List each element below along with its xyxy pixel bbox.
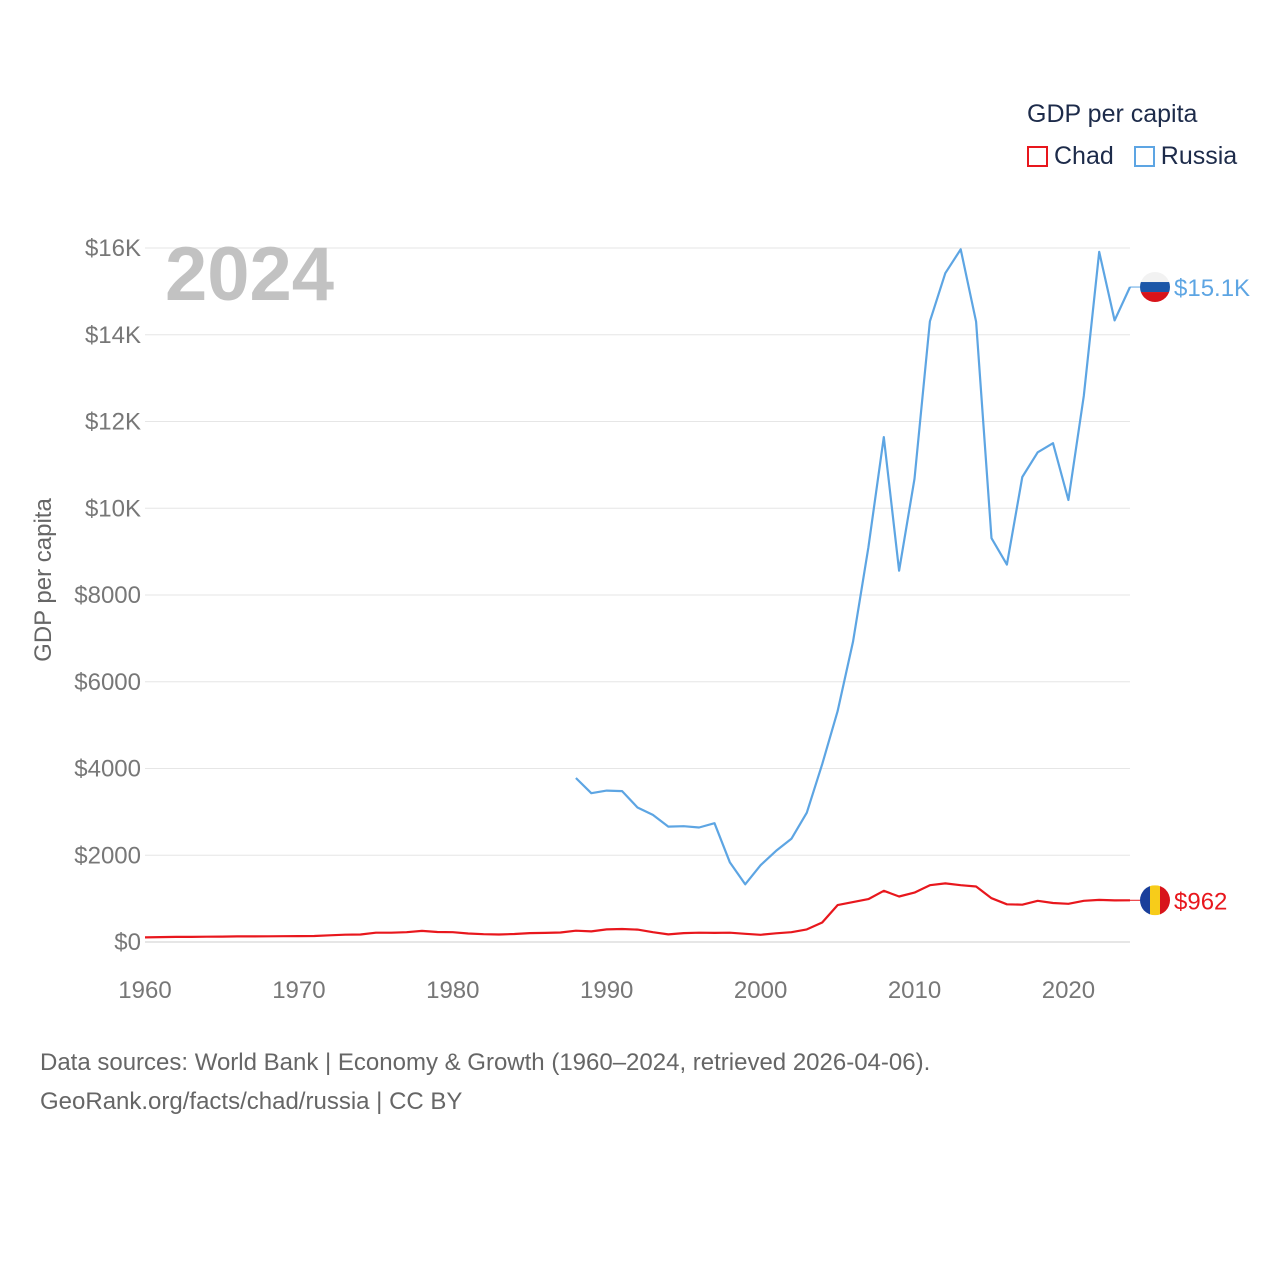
y-tick-label: $8000 [74, 582, 141, 609]
legend: Chad Russia [1027, 142, 1237, 171]
end-markers: $962 $15.1K [1130, 272, 1250, 916]
legend-label-chad: Chad [1054, 142, 1114, 170]
x-tick-label: 2010 [888, 977, 941, 1004]
y-axis-ticks: $0 $2000 $4000 $6000 $8000 $10K $12K $14K $16K [74, 235, 141, 956]
gridlines [145, 247, 1130, 943]
x-tick-label: 1960 [118, 977, 171, 1004]
y-tick-label: $10K [85, 495, 141, 522]
footer-source: Data sources: World Bank | Economy & Gro… [40, 1049, 931, 1076]
y-tick-label: $2000 [74, 842, 141, 869]
legend-title: GDP per capita [1027, 100, 1198, 128]
legend-swatch-chad [1027, 146, 1048, 167]
x-tick-label: 1980 [426, 977, 479, 1004]
y-tick-label: $6000 [74, 669, 141, 696]
x-tick-label: 1990 [580, 977, 633, 1004]
chad-flag-icon [1140, 885, 1170, 916]
end-label-russia: $15.1K [1174, 275, 1250, 302]
legend-swatch-russia [1133, 146, 1155, 167]
legend-item-chad[interactable]: Chad [1027, 142, 1114, 171]
x-tick-label: 2000 [734, 977, 787, 1004]
series-line-chad [144, 882, 1131, 939]
series-lines [144, 248, 1131, 939]
series-line-russia [575, 248, 1131, 886]
legend-label-russia: Russia [1160, 142, 1238, 170]
y-tick-label: $16K [85, 235, 141, 262]
legend-item-russia[interactable]: Russia [1133, 142, 1238, 171]
footer-link[interactable]: GeoRank.org/facts/chad/russia | CC BY [40, 1088, 463, 1115]
footer: Data sources: World Bank | Economy & Gro… [40, 1043, 930, 1121]
year-watermark: 2024 [165, 232, 334, 317]
y-tick-label: $4000 [74, 756, 141, 783]
y-tick-label: $14K [85, 322, 141, 349]
y-axis-label: GDP per capita [30, 498, 57, 662]
x-tick-label: 2020 [1042, 977, 1095, 1004]
russia-flag-icon [1140, 272, 1170, 303]
end-label-chad: $962 [1174, 888, 1227, 915]
x-tick-label: 1970 [272, 977, 325, 1004]
line-chart: $0 $2000 $4000 $6000 $8000 $10K $12K $14K $16K 1… [30, 232, 1250, 1004]
y-tick-label: $0 [114, 929, 141, 956]
x-axis-ticks: 1960 1970 1980 1990 2000 2010 2020 [118, 977, 1095, 1004]
y-tick-label: $12K [85, 409, 141, 436]
